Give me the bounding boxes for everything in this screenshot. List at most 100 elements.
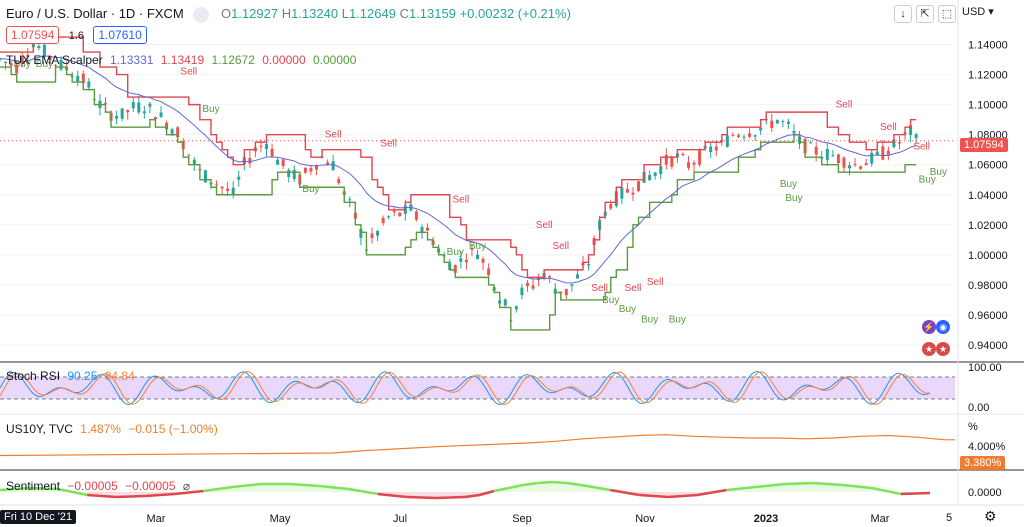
candle-body — [525, 282, 529, 287]
candle-body — [9, 63, 13, 66]
x-tick-label: May — [270, 513, 291, 525]
buy-signal-label: Buy — [619, 304, 636, 315]
sentiment-line — [464, 493, 480, 499]
ask-button[interactable]: 1.07610 — [93, 26, 147, 44]
sentiment-area — [784, 483, 814, 492]
sentiment-line — [493, 486, 509, 493]
candle-body — [864, 163, 868, 166]
candle-body — [881, 146, 885, 160]
candle-body — [348, 199, 352, 201]
rsi-y-tick-label: 100.00 — [968, 362, 1002, 374]
sentiment-line — [0, 486, 30, 492]
us10y-change: −0.015 (−1.00%) — [128, 422, 218, 436]
candle-body — [681, 153, 685, 156]
candle-body — [470, 248, 474, 250]
rsi-legend[interactable]: Stoch RSI 90.25 84.84 — [6, 368, 135, 384]
gear-icon[interactable]: ⚙ — [984, 508, 997, 524]
price-pane: Buy BuySellBuySellSellBuySellBuyBuySellSe… — [0, 35, 955, 346]
candle-body — [159, 112, 163, 117]
candle-body — [387, 216, 391, 218]
sentiment-line — [610, 488, 640, 497]
ohlc-values: O1.12927 H1.13240 L1.12649 C1.13159 +0.0… — [221, 6, 571, 21]
candle-body — [886, 150, 890, 156]
collapse-icon[interactable]: ⇱ — [916, 5, 934, 23]
indicator-legend[interactable]: TUX EMA Scalper 1.13331 1.13419 1.12672 … — [6, 52, 356, 68]
us10y-legend[interactable]: US10Y, TVC 1.487% −0.015 (−1.00%) — [6, 421, 218, 437]
candle-body — [220, 186, 224, 189]
candle-body — [770, 120, 774, 128]
candle-body — [537, 277, 541, 280]
candle-body — [48, 56, 52, 60]
candle-body — [631, 192, 635, 195]
candle-body — [26, 54, 30, 57]
candle-body — [753, 135, 757, 137]
flag-us-icon[interactable]: ★ — [922, 342, 936, 356]
candle-body — [759, 127, 763, 131]
candle-body — [897, 142, 901, 144]
sentiment-line — [406, 495, 436, 500]
indicator-value-2: 1.13419 — [160, 53, 205, 67]
sentiment-line — [639, 493, 669, 499]
candle-body — [514, 306, 518, 310]
candle-body — [226, 188, 230, 192]
sentiment-line — [57, 487, 88, 497]
y-tick-label: 1.12000 — [968, 70, 1008, 82]
candle-body — [281, 159, 285, 166]
rsi-k-value: 90.25 — [67, 369, 98, 383]
lightning-icon[interactable]: ⚡ — [922, 320, 936, 334]
candle-body — [570, 284, 574, 286]
spread-value: 1.6 — [68, 30, 85, 42]
sentiment-line — [668, 493, 698, 499]
candle-body — [914, 134, 918, 139]
sell-signal-label: Sell — [452, 194, 469, 205]
sell-signal-label: Sell — [552, 241, 569, 252]
maximize-icon[interactable]: ⬚ — [938, 5, 956, 23]
rsi-name: Stoch RSI — [6, 369, 61, 383]
x-tick-label: 2023 — [754, 513, 778, 525]
candle-body — [309, 167, 313, 172]
sentiment-line — [116, 494, 146, 499]
candle-body — [231, 187, 235, 196]
time-axis: Mar May Jul Sep Nov 2023 Mar — [147, 513, 890, 525]
sentiment-pane: 0.0000 — [0, 480, 1002, 500]
upper-band-line — [0, 36, 917, 279]
currency-selector[interactable]: USD ▾ — [962, 6, 994, 18]
buy-signal-label: Buy — [780, 179, 797, 190]
candle-body — [637, 181, 641, 191]
x-tick-label: Sep — [512, 513, 532, 525]
candle-body — [142, 111, 146, 114]
sell-signal-label: Sell — [913, 142, 930, 153]
buy-signal-label: Buy — [202, 104, 219, 115]
candle-body — [303, 167, 307, 173]
candle-body — [853, 163, 857, 165]
flag-eu-icon[interactable]: ★ — [936, 342, 950, 356]
bid-button[interactable]: 1.07594 — [6, 26, 60, 44]
x-tick-label: Mar — [147, 513, 166, 525]
eye-icon[interactable] — [193, 6, 210, 23]
candle-body — [609, 204, 613, 209]
globe-icon[interactable]: ◉ — [936, 320, 950, 334]
buy-signal-label: Buy — [447, 247, 464, 258]
rsi-k-line — [0, 371, 931, 405]
sentiment-line — [479, 489, 495, 497]
symbol-legend[interactable]: Euro / U.S. Dollar · 1D · FXCM O1.12927 … — [6, 6, 571, 23]
y-tick-label: 0.96000 — [968, 310, 1008, 322]
rsi-d-line — [0, 371, 931, 405]
candle-body — [126, 110, 130, 113]
hidden-icon[interactable]: ⌀ — [182, 479, 191, 493]
last-price-tag: 1.07594 — [960, 138, 1008, 152]
sentiment-line — [232, 482, 262, 489]
candle-body — [698, 150, 702, 165]
candle-body — [809, 142, 813, 144]
candle-body — [725, 135, 729, 147]
arrow-down-icon[interactable]: ↓ — [894, 5, 912, 23]
x-tick-label: Mar — [871, 513, 890, 525]
sentiment-name: Sentiment — [6, 479, 61, 493]
candle-body — [742, 136, 746, 138]
y-tick-label: 1.14000 — [968, 40, 1008, 52]
sentiment-legend[interactable]: Sentiment −0.00005 −0.00005 ⌀ — [6, 478, 190, 494]
candle-body — [15, 64, 19, 74]
symbol-title: Euro / U.S. Dollar · 1D · FXCM — [6, 6, 184, 21]
sentiment-line — [755, 482, 785, 489]
